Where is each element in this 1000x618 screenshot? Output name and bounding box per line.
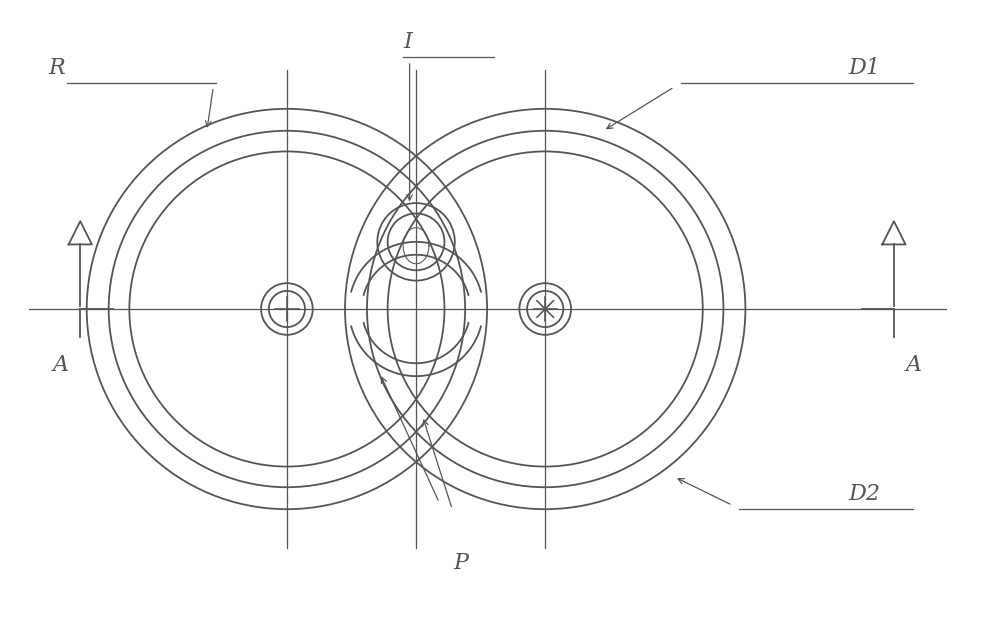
Text: A: A — [905, 354, 921, 376]
Text: D2: D2 — [849, 483, 881, 506]
Text: A: A — [53, 354, 69, 376]
Text: P: P — [454, 552, 469, 574]
Text: R: R — [48, 57, 65, 79]
Text: I: I — [403, 32, 412, 53]
Text: D1: D1 — [849, 57, 881, 79]
